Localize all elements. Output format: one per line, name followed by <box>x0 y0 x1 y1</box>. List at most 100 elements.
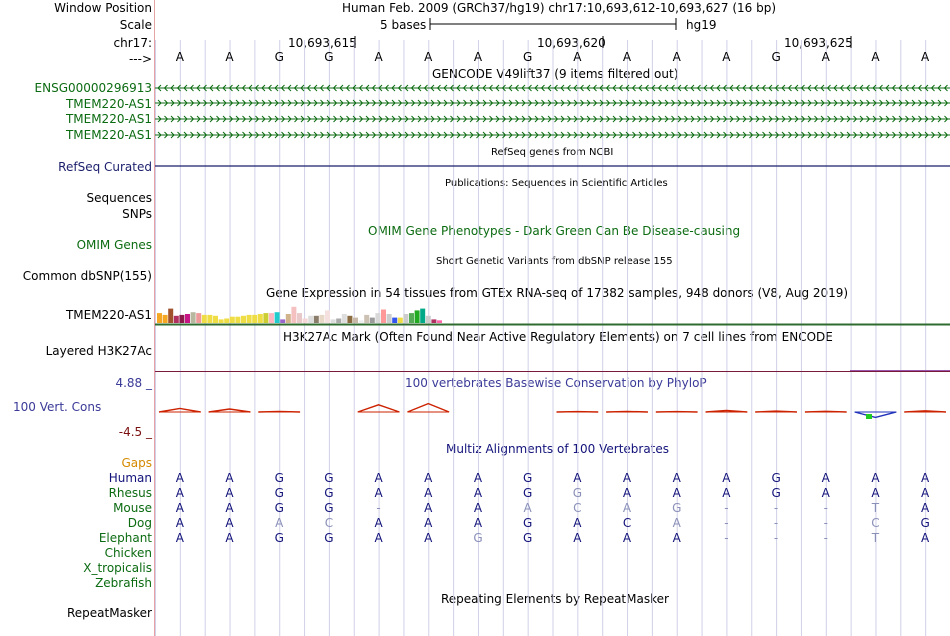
strand-chevron <box>424 115 429 123</box>
species-label-mouse[interactable]: Mouse <box>113 501 152 515</box>
strand-chevron <box>443 99 448 107</box>
track-label-tmem220-1[interactable]: TMEM220-AS1 <box>65 97 152 111</box>
track-label-refseq[interactable]: RefSeq Curated <box>58 160 152 174</box>
strand-chevron <box>573 131 578 139</box>
strand-chevron <box>157 115 162 123</box>
strand-chevron <box>508 131 513 139</box>
alignment-base: T <box>871 501 880 515</box>
strand-chevron <box>300 131 305 139</box>
strand-chevron <box>534 131 539 139</box>
species-label-dog[interactable]: Dog <box>127 516 152 530</box>
species-label-rhesus[interactable]: Rhesus <box>108 486 152 500</box>
strand-chevron <box>411 115 416 123</box>
strand-chevron <box>229 115 234 123</box>
strand-chevron <box>170 115 175 123</box>
gtex-bar <box>285 314 291 323</box>
strand-chevron <box>242 115 247 123</box>
strand-chevron <box>287 115 292 123</box>
gtex-bar <box>341 314 347 323</box>
strand-chevron <box>333 131 338 139</box>
gtex-bar <box>325 310 330 323</box>
alignment-base: G <box>672 501 681 515</box>
track-label-repeatmasker[interactable]: RepeatMasker <box>66 606 152 620</box>
strand-chevron <box>352 84 357 92</box>
strand-chevron <box>339 99 344 107</box>
strand-chevron <box>268 115 273 123</box>
strand-chevron <box>157 99 162 107</box>
track-label-omim[interactable]: OMIM Genes <box>76 238 152 252</box>
species-label-chicken[interactable]: Chicken <box>104 546 152 560</box>
base-letter: A <box>474 50 483 64</box>
strand-chevron <box>358 84 363 92</box>
species-label-elephant[interactable]: Elephant <box>98 531 152 545</box>
species-label-zebrafish[interactable]: Zebrafish <box>95 576 152 590</box>
scale-label: Scale <box>119 18 152 32</box>
strand-chevron <box>222 99 227 107</box>
strand-chevron <box>813 84 818 92</box>
strand-chevron <box>463 115 468 123</box>
strand-chevron <box>352 115 357 123</box>
gtex-bar <box>297 313 302 323</box>
strand-chevron <box>430 99 435 107</box>
alignment-base: - <box>724 531 728 545</box>
strand-chevron <box>404 131 409 139</box>
strand-chevron <box>690 84 695 92</box>
track-label-snps[interactable]: SNPs <box>122 207 152 221</box>
gtex-bar <box>157 313 162 323</box>
strand-chevron <box>430 115 435 123</box>
strand-chevron <box>527 84 532 92</box>
track-label-tmem220-2[interactable]: TMEM220-AS1 <box>65 112 152 126</box>
strand-chevron <box>612 115 617 123</box>
track-label-phylop[interactable]: 100 Vert. Cons <box>13 400 102 414</box>
strand-chevron <box>879 131 884 139</box>
strand-chevron <box>190 115 195 123</box>
track-label-h3k27ac[interactable]: Layered H3K27Ac <box>45 344 152 358</box>
gtex-bar <box>252 314 258 323</box>
strand-chevron <box>489 131 494 139</box>
strand-chevron <box>183 131 188 139</box>
track-label-tmem220-3[interactable]: TMEM220-AS1 <box>65 128 152 142</box>
strand-chevron <box>742 84 747 92</box>
strand-chevron <box>449 84 454 92</box>
strand-chevron <box>554 99 559 107</box>
alignment-base: A <box>673 486 682 500</box>
strand-chevron <box>391 84 396 92</box>
strand-chevron <box>450 99 455 107</box>
species-label-human[interactable]: Human <box>108 471 152 485</box>
strand-chevron <box>541 115 546 123</box>
strand-chevron <box>560 99 565 107</box>
strand-chevron <box>157 131 162 139</box>
track-label-sequences[interactable]: Sequences <box>86 191 152 205</box>
alignment-base: A <box>424 516 433 530</box>
strand-chevron <box>495 84 500 92</box>
strand-chevron <box>684 99 689 107</box>
strand-chevron <box>651 84 656 92</box>
alignment-base: G <box>275 501 284 515</box>
alignment-base: A <box>275 516 284 530</box>
strand-chevron <box>170 131 175 139</box>
track-label-gtex[interactable]: TMEM220-AS1 <box>65 308 152 322</box>
strand-chevron <box>638 131 643 139</box>
strand-chevron <box>703 115 708 123</box>
strand-chevron <box>697 99 702 107</box>
base-letter: A <box>573 50 582 64</box>
track-label-ensg[interactable]: ENSG00000296913 <box>34 81 152 95</box>
strand-chevron <box>346 99 351 107</box>
strand-chevron <box>599 115 604 123</box>
strand-chevron <box>521 99 526 107</box>
strand-chevron <box>671 99 676 107</box>
strand-chevron <box>593 131 598 139</box>
strand-chevron <box>241 84 246 92</box>
strand-chevron <box>723 115 728 123</box>
strand-chevron <box>216 131 221 139</box>
species-label-x_tropicalis[interactable]: X_tropicalis <box>83 561 152 575</box>
strand-chevron <box>788 99 793 107</box>
strand-chevron <box>820 84 825 92</box>
strand-chevron <box>638 115 643 123</box>
strand-chevron <box>560 115 565 123</box>
strand-chevron <box>216 115 221 123</box>
track-label-dbsnp[interactable]: Common dbSNP(155) <box>22 269 152 283</box>
strand-chevron <box>905 99 910 107</box>
strand-chevron <box>501 84 506 92</box>
